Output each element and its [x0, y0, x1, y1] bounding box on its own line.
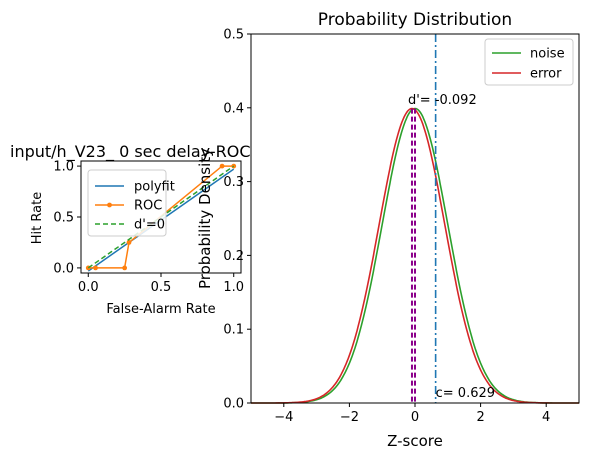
roc-point: [93, 265, 98, 271]
distribution-legend-label: error: [530, 67, 562, 82]
distribution-x-tick-label: 4: [542, 410, 550, 425]
roc-point: [122, 265, 128, 271]
roc-title: input/h_V23_ 0 sec delay-ROC: [10, 142, 251, 162]
distribution-legend: noise error: [484, 38, 574, 86]
roc-legend-marker: [107, 202, 112, 208]
roc-legend-label: d'=0: [134, 218, 165, 233]
dprime-annotation: d'= -0.092: [408, 93, 477, 108]
criterion-annotation: c= 0.629: [436, 386, 495, 401]
roc-point: [219, 163, 225, 169]
distribution-x-tick-label: −4: [274, 410, 293, 425]
distribution-x-tick-label: 0: [411, 410, 419, 425]
roc-y-tick-label: 0.5: [53, 211, 74, 226]
roc-x-tick-label: 0.5: [151, 280, 172, 295]
roc-legend-label: polyfit: [134, 180, 175, 195]
distribution-y-tick-label: 0.2: [223, 249, 244, 264]
distribution-y-tick-label: 0.1: [223, 323, 244, 338]
distribution-y-axis-label: Probability Density: [196, 148, 214, 289]
distribution-x-tick-label: −2: [340, 410, 359, 425]
distribution-title: Probability Distribution: [318, 10, 512, 30]
distribution-chart: −4 −2 0 2 4 0.0 0.1 0.2 0.3 0.4 0.5 noise error d'=…: [196, 10, 580, 450]
roc-chart: 0.0 0.5 1.0 0.0 0.5 1.0 polyfit ROC d'=0 input/…: [10, 142, 251, 317]
distribution-y-tick-label: 0.0: [223, 397, 244, 412]
distribution-y-tick-label: 0.3: [223, 175, 244, 190]
distribution-x-axis-label: Z-score: [387, 432, 443, 450]
roc-y-tick-label: 0.0: [53, 261, 74, 276]
distribution-y-tick-label: 0.4: [223, 101, 244, 116]
roc-legend: polyfit ROC d'=0: [87, 169, 175, 237]
roc-point: [231, 163, 237, 169]
roc-y-axis-label: Hit Rate: [30, 192, 45, 244]
roc-x-tick-label: 1.0: [223, 280, 244, 295]
distribution-x-tick-label: 2: [476, 410, 484, 425]
distribution-y-tick-label: 0.5: [223, 28, 244, 43]
roc-y-tick-label: 1.0: [53, 160, 74, 175]
roc-x-axis-label: False-Alarm Rate: [106, 302, 215, 317]
roc-point: [126, 240, 132, 245]
roc-legend-label: ROC: [134, 199, 162, 214]
distribution-legend-label: noise: [530, 47, 565, 62]
roc-x-tick-label: 0.0: [78, 280, 99, 295]
